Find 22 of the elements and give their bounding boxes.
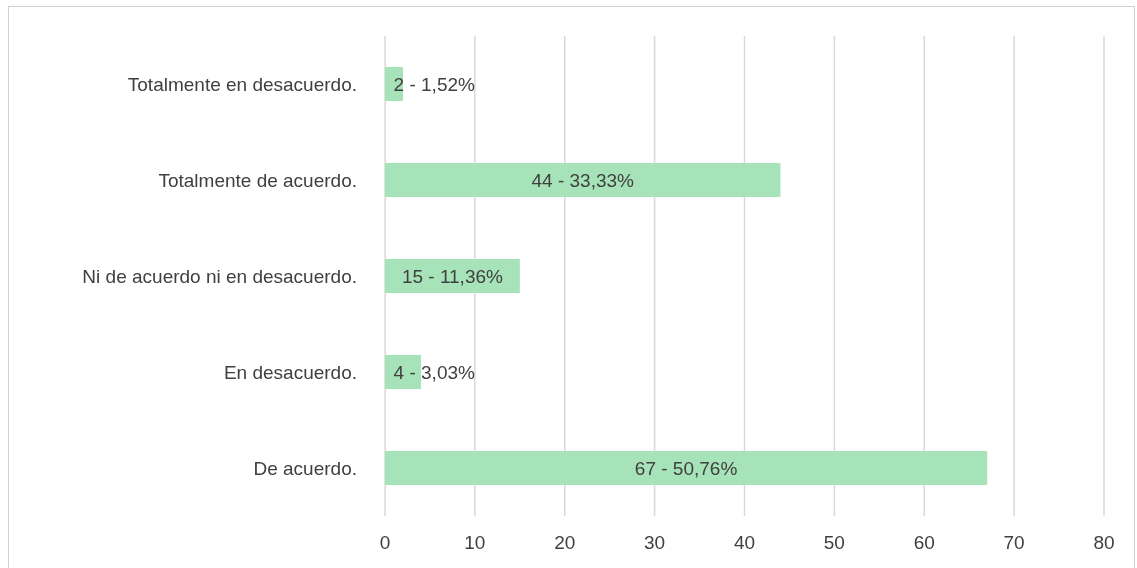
y-tick-label: De acuerdo. — [253, 457, 357, 479]
bar — [385, 163, 781, 197]
y-tick-label: Totalmente en desacuerdo. — [127, 73, 357, 95]
x-tick-label: 0 — [379, 532, 391, 554]
data-label: 2 - 1,52% — [393, 73, 476, 95]
x-tick-label: 60 — [913, 532, 935, 554]
x-tick-label: 40 — [733, 532, 756, 554]
x-tick-label: 30 — [644, 532, 666, 554]
y-tick-label: Totalmente de acuerdo. — [158, 169, 357, 191]
x-tick-label: 80 — [1093, 532, 1115, 554]
y-tick-label: En desacuerdo. — [223, 361, 357, 383]
data-label: 67 - 50,76% — [634, 457, 738, 479]
bar — [385, 451, 988, 485]
x-tick-label: 20 — [554, 532, 576, 554]
x-tick-label: 10 — [464, 532, 486, 554]
data-label: 15 - 11,36% — [401, 265, 504, 287]
data-label: 4 - 3,03% — [393, 361, 476, 383]
data-label: 44 - 33,33% — [531, 169, 635, 191]
y-tick-label: Ni de acuerdo ni en desacuerdo. — [82, 265, 357, 287]
x-tick-label: 50 — [823, 532, 845, 554]
bar — [385, 355, 421, 389]
x-tick-label: 70 — [1003, 532, 1025, 554]
